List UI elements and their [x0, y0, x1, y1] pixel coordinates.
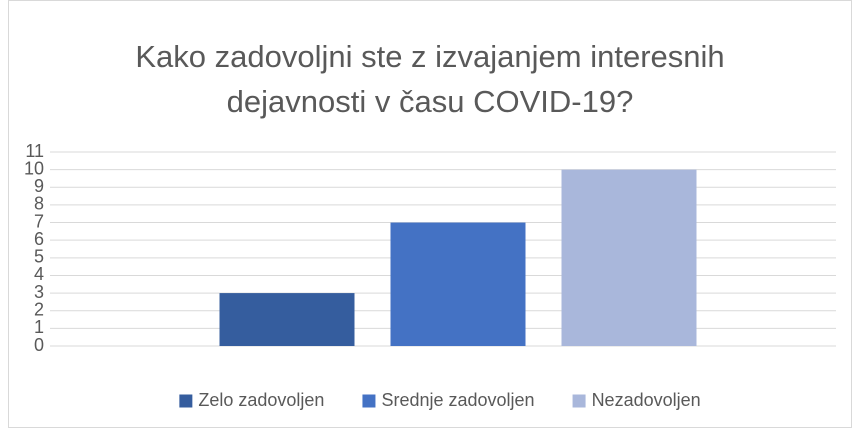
legend-swatch	[572, 394, 586, 408]
legend-swatch	[179, 394, 193, 408]
legend-swatch	[362, 394, 376, 408]
y-tick-label: 9	[34, 176, 44, 196]
bar	[219, 293, 355, 346]
y-tick-label: 3	[34, 282, 44, 302]
y-tick-label: 7	[34, 211, 44, 231]
y-tick-label: 6	[34, 229, 44, 249]
chart-title: Kako zadovoljni ste z izvajanjem interes…	[135, 39, 725, 119]
y-tick-label: 0	[34, 335, 44, 355]
y-tick-label: 5	[34, 247, 44, 267]
bar	[561, 169, 697, 346]
y-tick-label: 10	[24, 158, 44, 178]
y-tick-label: 8	[34, 194, 44, 214]
y-tick-label: 4	[34, 264, 44, 284]
y-tick-label: 11	[25, 141, 44, 161]
chart-border	[8, 0, 852, 428]
legend-label: Srednje zadovoljen	[381, 390, 534, 410]
legend-label: Zelo zadovoljen	[198, 390, 324, 410]
bar	[390, 222, 526, 346]
y-tick-label: 1	[34, 317, 44, 337]
y-tick-label: 2	[34, 299, 44, 319]
legend-label: Nezadovoljen	[592, 390, 701, 410]
